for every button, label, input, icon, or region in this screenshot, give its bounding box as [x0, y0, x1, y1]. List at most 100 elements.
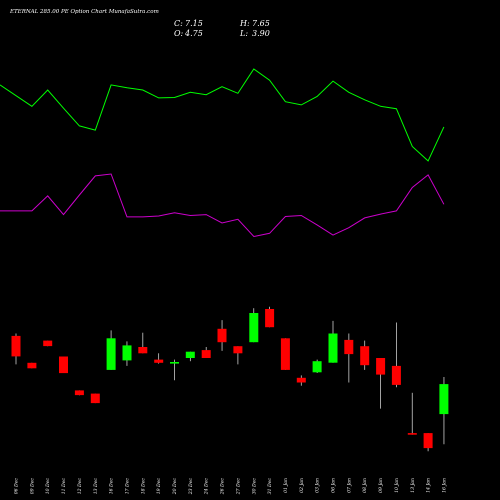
candle-body-down [90, 393, 100, 404]
x-tick-label: 16 Jan [441, 478, 447, 493]
high-label: H: [239, 19, 250, 28]
x-tick-label: 30 Dec [251, 478, 257, 495]
x-tick-label: 11 Dec [61, 478, 67, 495]
candle-body-down [201, 350, 211, 358]
candle-body-down [154, 359, 164, 363]
candle-17 [280, 338, 290, 370]
candle-body-down [233, 346, 243, 354]
candle-body-down [391, 365, 401, 385]
candle-body-down [11, 335, 21, 357]
candle-body-down [217, 328, 227, 343]
candle-16 [265, 306, 275, 328]
candle-9 [154, 353, 164, 364]
candle-8 [138, 332, 148, 354]
x-tick-label: 07 Jan [346, 478, 352, 493]
open-value: 4.75 [184, 29, 203, 38]
x-tick-label: 23 Dec [188, 478, 194, 496]
x-tick-label: 24 Dec [204, 478, 210, 496]
candle-10 [170, 359, 179, 381]
candle-body-down [360, 346, 370, 366]
x-tick-label: 13 Dec [93, 478, 99, 495]
candle-24 [391, 322, 401, 388]
candle-12 [201, 347, 211, 358]
x-tick-label: 03 Jan [315, 478, 321, 493]
x-tick-label: 10 Jan [394, 478, 400, 493]
candle-18 [296, 375, 306, 386]
candle-body-down [138, 347, 148, 354]
low-label: L: [239, 29, 248, 38]
candle-11 [185, 351, 195, 362]
low-value: 3.90 [252, 29, 270, 38]
candle-body-down [344, 339, 354, 355]
green-indicator-line [0, 68, 445, 162]
candle-body-down [296, 377, 306, 383]
candle-23 [376, 358, 386, 409]
x-tick-label: 18 Dec [140, 478, 146, 495]
x-tick-label: 01 Jan [283, 478, 289, 493]
candles [11, 306, 449, 452]
candle-body-down [407, 433, 417, 435]
chart-title: ETERNAL 285.00 PE Option Chart MunafaSut… [9, 9, 159, 15]
x-tick-label: 27 Dec [235, 478, 241, 496]
indicator-lines [0, 68, 445, 238]
x-tick-label: 06 Dec [14, 478, 20, 495]
candle-body-down [43, 340, 53, 347]
candle-body-up [249, 313, 259, 343]
candle-body-up [185, 351, 195, 358]
candle-13 [217, 320, 227, 351]
candle-3 [59, 356, 68, 374]
x-tick-label: 31 Dec [267, 478, 273, 495]
magenta-indicator-line [0, 173, 445, 238]
candle-body-up [170, 362, 179, 364]
x-axis-ticks: 06 Dec 09 Dec 10 Dec 11 Dec 12 Dec 13 Dec 16 D… [14, 478, 448, 496]
x-tick-label: 09 Dec [29, 478, 35, 495]
x-tick-label: 02 Jan [299, 478, 305, 493]
candle-21 [344, 333, 354, 383]
candle-body-up [328, 333, 338, 363]
candle-body-down [376, 358, 386, 375]
candle-5 [90, 393, 100, 404]
x-tick-label: 13 Jan [410, 478, 416, 493]
candle-body-up [439, 384, 449, 415]
candle-2 [43, 340, 53, 347]
candle-body-down [59, 356, 68, 374]
candle-15 [249, 308, 259, 343]
candle-body-down [74, 390, 84, 396]
candle-body-down [27, 362, 37, 369]
candle-6 [106, 330, 116, 370]
x-tick-label: 10 Dec [45, 478, 51, 495]
x-tick-label: 20 Dec [172, 478, 178, 496]
x-tick-label: 16 Dec [109, 478, 115, 495]
open-label: O: [174, 29, 184, 38]
candle-0 [11, 333, 21, 365]
candle-body-up [312, 361, 322, 373]
x-tick-label: 19 Dec [156, 478, 162, 495]
candle-22 [360, 340, 370, 370]
candle-20 [328, 320, 338, 363]
x-tick-label: 09 Jan [378, 478, 384, 493]
x-tick-label: 17 Dec [124, 478, 130, 495]
candle-25 [407, 392, 417, 435]
candle-body-down [423, 433, 433, 449]
candle-body-down [280, 338, 290, 370]
candle-body-down [265, 309, 275, 328]
candle-body-up [122, 345, 132, 361]
x-tick-label: 26 Dec [220, 478, 226, 496]
x-tick-label: 08 Jan [362, 478, 368, 493]
close-value: 7.15 [185, 19, 203, 28]
candle-1 [27, 362, 37, 369]
candle-7 [122, 341, 132, 366]
candle-26 [423, 433, 433, 452]
x-tick-label: 12 Dec [77, 478, 83, 495]
x-tick-label: 14 Jan [426, 478, 432, 493]
x-tick-label: 06 Jan [331, 478, 337, 493]
high-value: 7.65 [252, 19, 270, 28]
candle-4 [74, 390, 84, 396]
candle-body-up [106, 338, 116, 370]
candle-14 [233, 346, 243, 365]
close-label: C: [174, 19, 183, 28]
candle-19 [312, 359, 322, 373]
candle-27 [439, 377, 449, 445]
